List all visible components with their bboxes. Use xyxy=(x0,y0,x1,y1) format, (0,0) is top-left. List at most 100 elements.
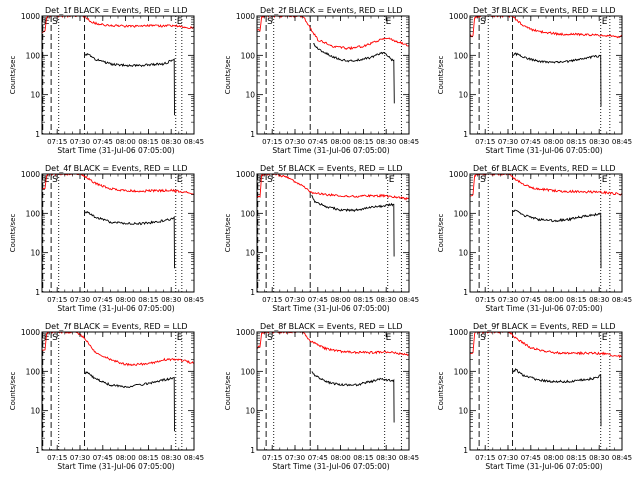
x-tick-label: 07:45 xyxy=(308,138,328,146)
event-marker-label: E xyxy=(177,333,183,343)
y-tick-label: 10 xyxy=(30,407,40,416)
x-tick-label: 07:30 xyxy=(285,296,305,304)
y-tick-label: 100 xyxy=(26,367,41,376)
x-tick-label: 08:00 xyxy=(544,296,564,304)
x-tick-label: 07:15 xyxy=(262,296,282,304)
panel-title: Det_8f BLACK = Events, RED = LLD xyxy=(260,322,403,331)
panel-6: Det_6f BLACK = Events, RED = LLD Counts/s… xyxy=(437,164,632,313)
panel-title: Det_9f BLACK = Events, RED = LLD xyxy=(473,322,616,331)
y-tick-label: 1000 xyxy=(236,328,255,337)
x-tick-label: 08:00 xyxy=(331,454,351,462)
x-tick-label: 08:15 xyxy=(138,454,158,462)
panel-title: Det_3f BLACK = Events, RED = LLD xyxy=(473,6,616,15)
panel-9: Det_9f BLACK = Events, RED = LLD Counts/s… xyxy=(437,322,632,471)
event-marker-label: E xyxy=(602,175,608,185)
x-tick-label: 07:45 xyxy=(93,296,113,304)
y-tick-label: 10 xyxy=(245,91,255,100)
event-marker-label: E xyxy=(44,175,50,185)
event-marker-label: E xyxy=(386,333,392,343)
y-tick-label: 10 xyxy=(30,249,40,258)
x-tick-label: 07:30 xyxy=(285,454,305,462)
event-marker-label: E xyxy=(386,17,392,27)
x-tick-label: 07:15 xyxy=(262,454,282,462)
lld-series-line xyxy=(470,16,622,39)
x-tick-label: 07:15 xyxy=(262,138,282,146)
events-series-line xyxy=(313,43,395,104)
x-tick-label: 08:15 xyxy=(566,138,586,146)
x-axis-label: Start Time (31-Jul-06 07:05:00) xyxy=(272,146,389,155)
x-tick-label: 08:00 xyxy=(116,138,136,146)
panel-title: Det_7f BLACK = Events, RED = LLD xyxy=(45,322,188,331)
event-marker-label: E xyxy=(177,17,183,27)
x-tick-label: 07:45 xyxy=(521,296,541,304)
y-axis-label: Counts/sec xyxy=(224,214,232,253)
events-series-line xyxy=(512,209,602,269)
x-tick-label: 08:30 xyxy=(161,296,181,304)
x-tick-label: 07:15 xyxy=(47,454,67,462)
x-tick-label: 08:00 xyxy=(116,296,136,304)
event-marker-label: E xyxy=(602,17,608,27)
x-tick-label: 08:30 xyxy=(589,138,609,146)
y-axis-label: Counts/sec xyxy=(437,214,445,253)
x-axis-label: Start Time (31-Jul-06 07:05:00) xyxy=(485,462,602,471)
y-tick-label: 1000 xyxy=(236,12,255,21)
y-tick-label: 1000 xyxy=(236,170,255,179)
x-tick-label: 07:30 xyxy=(70,296,90,304)
x-tick-label: 07:15 xyxy=(47,138,67,146)
event-marker-label: E xyxy=(259,175,265,185)
x-tick-label: 07:30 xyxy=(498,454,518,462)
y-tick-label: 1 xyxy=(250,130,255,139)
x-tick-label: 08:45 xyxy=(399,138,419,146)
y-tick-label: 1 xyxy=(35,446,40,455)
x-tick-label: 07:45 xyxy=(308,296,328,304)
panel-3: Det_3f BLACK = Events, RED = LLD Counts/s… xyxy=(437,6,632,155)
y-tick-label: 100 xyxy=(241,209,256,218)
y-axis-label: Counts/sec xyxy=(224,56,232,95)
y-tick-label: 1000 xyxy=(449,328,468,337)
x-tick-label: 08:45 xyxy=(399,296,419,304)
y-tick-label: 1000 xyxy=(21,170,40,179)
y-tick-label: 10 xyxy=(458,91,468,100)
event-marker-label: S xyxy=(52,333,58,343)
x-tick-label: 08:30 xyxy=(376,454,396,462)
x-tick-label: 07:30 xyxy=(70,454,90,462)
x-tick-label: 08:30 xyxy=(161,454,181,462)
x-tick-label: 07:30 xyxy=(498,138,518,146)
x-tick-label: 08:45 xyxy=(612,454,632,462)
y-tick-label: 1 xyxy=(463,446,468,455)
x-tick-label: 07:15 xyxy=(475,296,495,304)
y-axis-label: Counts/sec xyxy=(437,56,445,95)
y-tick-label: 100 xyxy=(241,367,256,376)
x-tick-label: 08:00 xyxy=(544,138,564,146)
x-axis-label: Start Time (31-Jul-06 07:05:00) xyxy=(272,462,389,471)
x-tick-label: 08:00 xyxy=(331,138,351,146)
y-axis-label: Counts/sec xyxy=(224,372,232,411)
events-series-line xyxy=(84,52,175,116)
x-tick-label: 08:15 xyxy=(138,296,158,304)
x-axis-label: Start Time (31-Jul-06 07:05:00) xyxy=(57,146,174,155)
x-tick-label: 08:45 xyxy=(399,454,419,462)
lld-series-line xyxy=(42,174,194,195)
y-tick-label: 10 xyxy=(30,91,40,100)
x-axis-label: Start Time (31-Jul-06 07:05:00) xyxy=(485,304,602,313)
y-tick-label: 100 xyxy=(454,367,469,376)
lld-series-line xyxy=(257,174,409,201)
event-marker-label: S xyxy=(267,333,273,343)
events-series-line xyxy=(311,371,395,423)
y-tick-label: 100 xyxy=(241,51,256,60)
event-marker-label: S xyxy=(480,175,486,185)
panel-title: Det_6f BLACK = Events, RED = LLD xyxy=(473,164,616,173)
panel-5: Det_5f BLACK = Events, RED = LLD Counts/s… xyxy=(224,164,419,313)
x-tick-label: 07:45 xyxy=(93,454,113,462)
x-tick-label: 07:45 xyxy=(521,454,541,462)
event-marker-label: E xyxy=(44,17,50,27)
event-marker-label: S xyxy=(480,17,486,27)
events-series-line xyxy=(512,368,602,427)
x-tick-label: 08:00 xyxy=(116,454,136,462)
x-tick-label: 07:15 xyxy=(47,296,67,304)
x-tick-label: 07:15 xyxy=(475,138,495,146)
y-tick-label: 1 xyxy=(463,130,468,139)
events-series-line xyxy=(84,370,175,432)
y-tick-label: 100 xyxy=(454,209,469,218)
